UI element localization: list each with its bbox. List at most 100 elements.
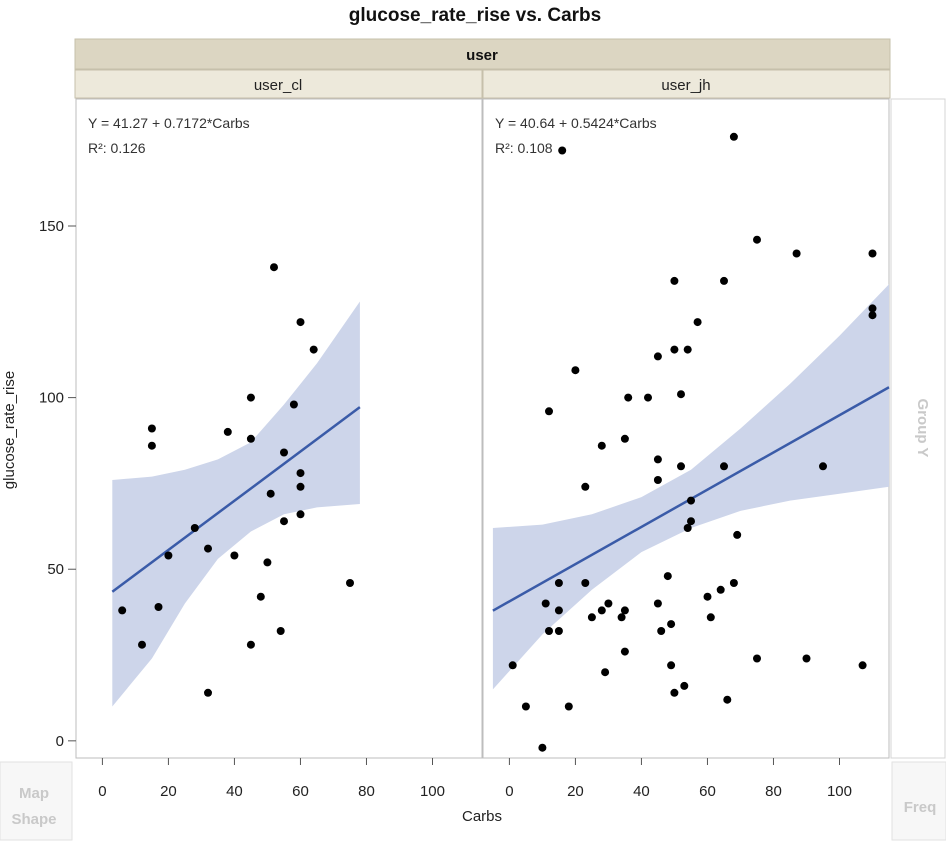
data-point[interactable] [558,146,567,155]
data-point[interactable] [683,345,692,354]
data-point[interactable] [687,496,695,505]
data-point[interactable] [581,579,590,587]
data-point[interactable] [230,551,239,560]
data-point[interactable] [296,482,305,491]
data-point[interactable] [677,390,685,399]
data-point[interactable] [538,743,547,752]
data-point[interactable] [644,393,652,402]
data-point[interactable] [296,469,305,478]
data-point[interactable] [541,599,550,608]
data-point[interactable] [246,640,255,649]
data-point[interactable] [276,627,285,635]
data-point[interactable] [164,551,173,560]
data-point[interactable] [545,627,553,635]
data-point[interactable] [753,235,761,244]
chart-title: glucose_rate_rise vs. Carbs [349,5,601,26]
data-point[interactable] [147,424,156,433]
data-point[interactable] [663,572,672,581]
data-point[interactable] [657,627,666,635]
x-tick-label: 100 [827,783,852,800]
data-point[interactable] [508,661,517,670]
data-point[interactable] [670,276,679,285]
data-point[interactable] [266,489,275,498]
data-point[interactable] [653,476,662,484]
data-point[interactable] [246,434,255,443]
data-point[interactable] [256,592,265,601]
data-point[interactable] [653,599,662,608]
data-point[interactable] [620,647,629,656]
data-point[interactable] [587,613,596,622]
data-point[interactable] [604,599,613,608]
data-point[interactable] [147,441,156,450]
data-point[interactable] [620,434,629,443]
data-point[interactable] [564,702,573,711]
data-point[interactable] [597,441,606,450]
data-point[interactable] [868,311,877,320]
data-point[interactable] [346,579,354,587]
x-tick-label: 20 [567,783,584,800]
data-point[interactable] [683,524,692,532]
data-point[interactable] [554,627,563,635]
data-point[interactable] [720,276,728,285]
data-point[interactable] [581,482,590,491]
x-tick-label: 40 [226,783,243,800]
data-point[interactable] [653,352,662,361]
data-point[interactable] [190,524,199,532]
data-point[interactable] [545,407,553,416]
data-point[interactable] [138,640,146,649]
data-point[interactable] [280,448,288,457]
data-point[interactable] [729,132,738,141]
data-point[interactable] [819,462,827,471]
data-point[interactable] [246,393,255,402]
data-point[interactable] [667,620,676,629]
data-point[interactable] [802,654,811,663]
data-point[interactable] [706,613,715,622]
data-point[interactable] [716,585,725,594]
data-point[interactable] [571,366,580,375]
data-point[interactable] [296,318,305,327]
data-point[interactable] [703,592,712,601]
data-point[interactable] [280,517,288,526]
data-point[interactable] [554,579,563,587]
data-point[interactable] [289,400,298,409]
data-point[interactable] [601,668,610,677]
data-point[interactable] [223,427,232,436]
y-tick-label: 150 [39,218,64,235]
data-point[interactable] [858,661,867,670]
data-point[interactable] [617,613,626,622]
data-point[interactable] [597,606,606,615]
data-point[interactable] [792,249,801,258]
data-point[interactable] [720,462,728,471]
data-point[interactable] [624,393,633,402]
data-point[interactable] [204,688,212,697]
data-point[interactable] [677,462,685,471]
data-point[interactable] [154,603,163,611]
data-point[interactable] [554,606,563,615]
data-point[interactable] [687,517,695,526]
data-point[interactable] [270,263,278,272]
data-point[interactable] [868,304,877,313]
data-point[interactable] [263,558,272,567]
data-point[interactable] [667,661,676,670]
data-point[interactable] [118,606,127,615]
data-point[interactable] [733,530,742,539]
data-point[interactable] [693,318,702,327]
data-point[interactable] [204,544,212,553]
data-point[interactable] [753,654,761,663]
data-point[interactable] [309,345,318,354]
data-point[interactable] [670,345,679,354]
data-point[interactable] [620,606,629,615]
data-point[interactable] [729,579,738,587]
data-point[interactable] [653,455,662,464]
data-point[interactable] [680,681,689,690]
data-point[interactable] [670,688,679,697]
x-axis-label: Carbs [462,808,502,825]
freq-zone[interactable] [891,761,946,841]
x-tick-label: 80 [765,783,782,800]
data-point[interactable] [296,510,305,519]
data-point[interactable] [521,702,530,711]
data-point[interactable] [723,695,732,704]
map-shape-zone[interactable] [0,761,73,841]
group-y-zone[interactable] [890,98,946,759]
data-point[interactable] [868,249,877,258]
